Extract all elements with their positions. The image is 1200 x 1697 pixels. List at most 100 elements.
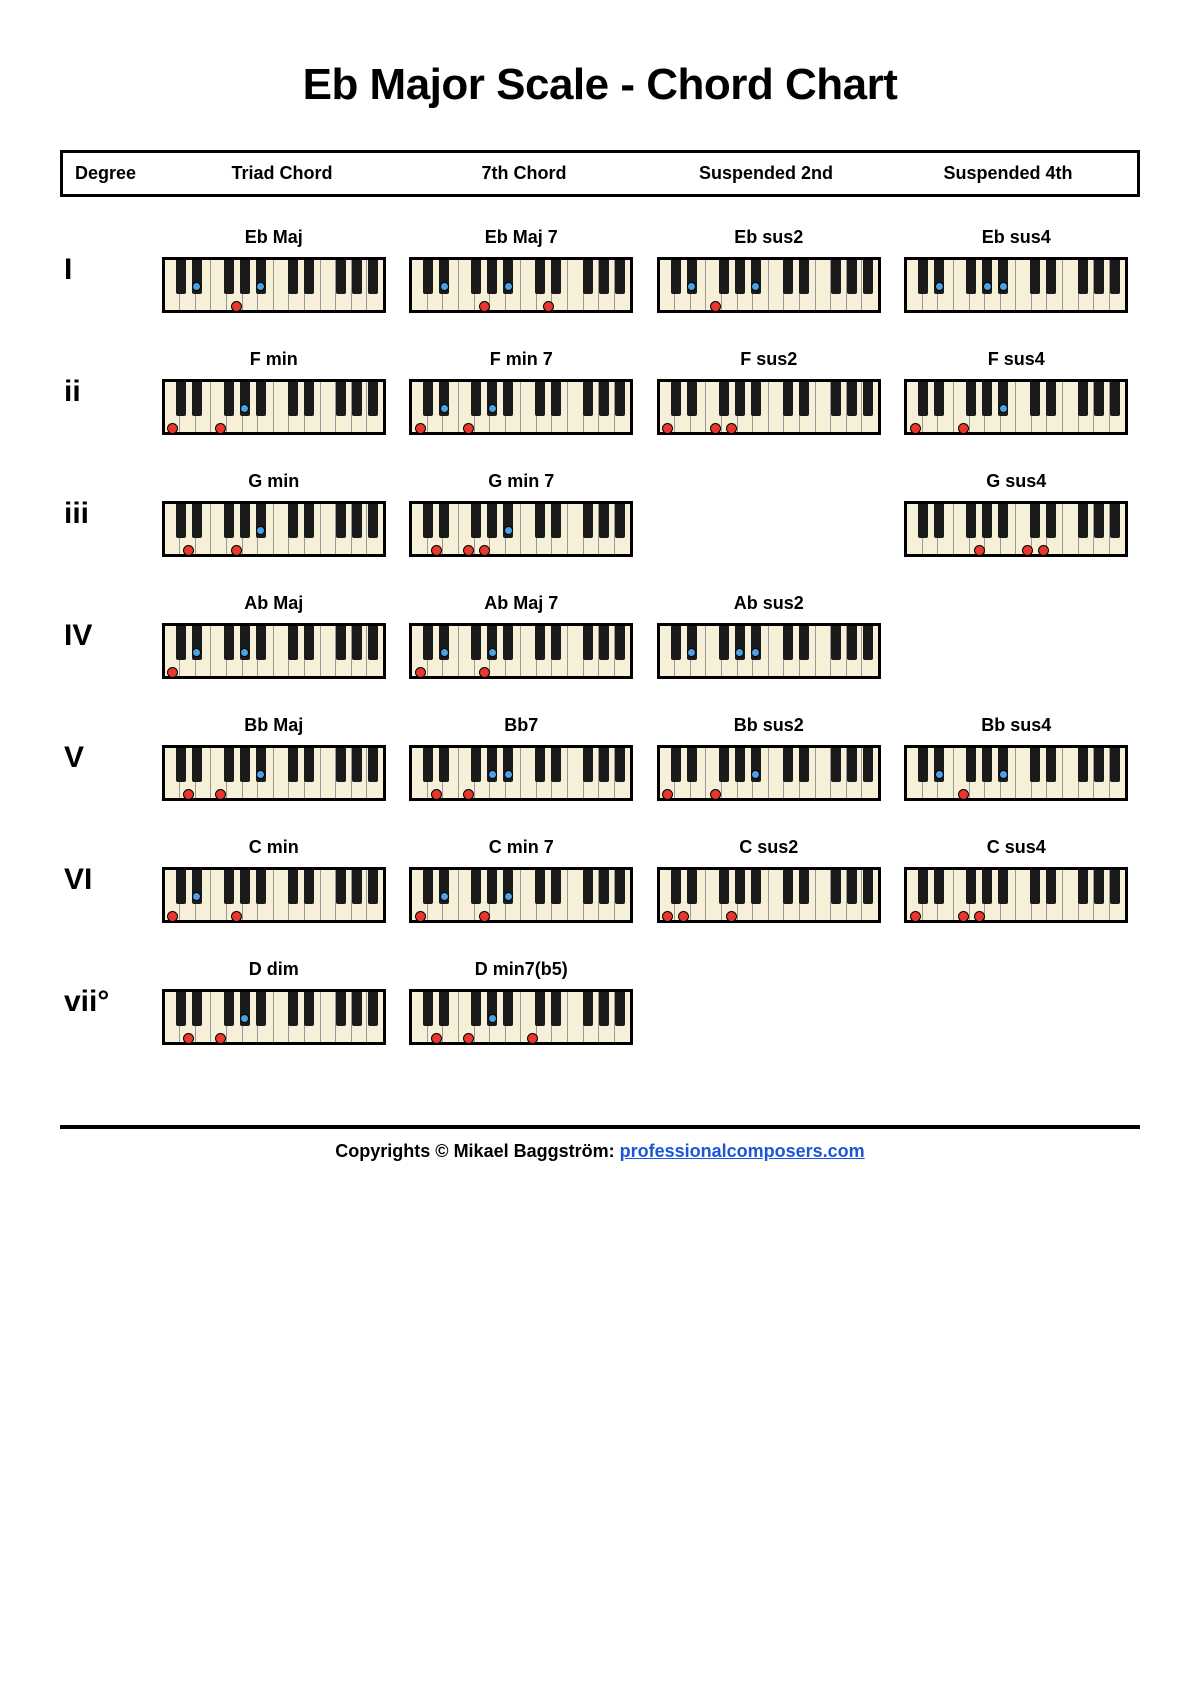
note-dot: [440, 648, 449, 657]
note-dot: [183, 1033, 194, 1044]
keyboard: [162, 257, 386, 313]
keyboard: [409, 745, 633, 801]
note-dot: [167, 667, 178, 678]
note-dot: [999, 770, 1008, 779]
note-dot: [1022, 545, 1033, 556]
keyboard: [904, 867, 1128, 923]
rows-container: IEb MajEb Maj 7Eb sus2Eb sus4iiF minF mi…: [60, 227, 1140, 1045]
chord-label: D min7(b5): [475, 959, 568, 981]
col-triad: Triad Chord: [161, 163, 403, 184]
note-dot: [726, 423, 737, 434]
chord-label: Ab Maj 7: [484, 593, 558, 615]
note-dot: [935, 282, 944, 291]
chord-label: F sus2: [740, 349, 797, 371]
footer-prefix: Copyrights © Mikael Baggström:: [335, 1141, 619, 1161]
note-dot: [958, 911, 969, 922]
chord-cell: G sus4: [893, 471, 1141, 557]
chord-label: C min: [249, 837, 299, 859]
chord-row: iiF minF min 7F sus2F sus4: [60, 349, 1140, 435]
chord-label: Ab Maj: [244, 593, 303, 615]
chord-label: G min: [248, 471, 299, 493]
note-dot: [431, 1033, 442, 1044]
note-dot: [527, 1033, 538, 1044]
note-dot: [958, 423, 969, 434]
chord-label: Bb sus4: [981, 715, 1051, 737]
chord-cell: Bb sus2: [645, 715, 893, 801]
keyboard: [904, 745, 1128, 801]
footer-link[interactable]: professionalcomposers.com: [620, 1141, 865, 1161]
keyboard: [162, 379, 386, 435]
keyboard: [162, 989, 386, 1045]
note-dot: [504, 770, 513, 779]
note-dot: [215, 423, 226, 434]
chord-cell: Ab Maj: [150, 593, 398, 679]
note-dot: [463, 1033, 474, 1044]
note-dot: [415, 423, 426, 434]
note-dot: [440, 404, 449, 413]
note-dot: [504, 282, 513, 291]
chord-row: VBb MajBb7Bb sus2Bb sus4: [60, 715, 1140, 801]
chord-cell: C min 7: [398, 837, 646, 923]
note-dot: [543, 301, 554, 312]
note-dot: [167, 423, 178, 434]
note-dot: [463, 423, 474, 434]
degree-label: iii: [60, 497, 150, 531]
chord-label: C min 7: [489, 837, 554, 859]
chord-cell: Bb Maj: [150, 715, 398, 801]
note-dot: [974, 911, 985, 922]
chord-cell: C sus2: [645, 837, 893, 923]
note-dot: [910, 423, 921, 434]
note-dot: [488, 1014, 497, 1023]
degree-label: vii°: [60, 985, 150, 1019]
note-dot: [479, 667, 490, 678]
chord-cell: Bb7: [398, 715, 646, 801]
chord-label: Eb Maj: [245, 227, 303, 249]
degree-label: I: [60, 253, 150, 287]
note-dot: [231, 301, 242, 312]
col-sus2: Suspended 2nd: [645, 163, 887, 184]
chord-label: Eb Maj 7: [485, 227, 558, 249]
keyboard: [409, 867, 633, 923]
chord-label: G min 7: [488, 471, 554, 493]
chord-label: F sus4: [988, 349, 1045, 371]
chord-row: iii G min G min 7 G sus4: [60, 471, 1140, 557]
chord-row: IEb MajEb Maj 7Eb sus2Eb sus4: [60, 227, 1140, 313]
note-dot: [183, 545, 194, 556]
note-dot: [999, 282, 1008, 291]
note-dot: [678, 911, 689, 922]
chord-label: C sus4: [987, 837, 1046, 859]
note-dot: [488, 770, 497, 779]
keyboard: [657, 745, 881, 801]
chord-label: F min: [250, 349, 298, 371]
chord-cell: Ab Maj 7: [398, 593, 646, 679]
note-dot: [710, 301, 721, 312]
chord-row: IV Ab Maj Ab Maj 7 Ab sus2: [60, 593, 1140, 679]
note-dot: [488, 404, 497, 413]
note-dot: [479, 545, 490, 556]
note-dot: [504, 892, 513, 901]
note-dot: [710, 423, 721, 434]
chord-cell: C sus4: [893, 837, 1141, 923]
note-dot: [183, 789, 194, 800]
keyboard: [904, 379, 1128, 435]
note-dot: [999, 404, 1008, 413]
keyboard: [162, 623, 386, 679]
note-dot: [431, 545, 442, 556]
chord-label: C sus2: [739, 837, 798, 859]
chord-label: Bb Maj: [244, 715, 303, 737]
degree-label: IV: [60, 619, 150, 653]
chord-cell: G min 7: [398, 471, 646, 557]
column-header-row: Degree Triad Chord 7th Chord Suspended 2…: [60, 150, 1140, 197]
chord-label: Bb sus2: [734, 715, 804, 737]
chord-cell: F min 7: [398, 349, 646, 435]
chord-cell: F sus4: [893, 349, 1141, 435]
chord-row: VIC minC min 7C sus2C sus4: [60, 837, 1140, 923]
keyboard: [904, 501, 1128, 557]
note-dot: [479, 301, 490, 312]
chord-label: Ab sus2: [734, 593, 804, 615]
keyboard: [409, 501, 633, 557]
note-dot: [215, 1033, 226, 1044]
note-dot: [958, 789, 969, 800]
chord-label: F min 7: [490, 349, 553, 371]
chord-cell: Eb Maj: [150, 227, 398, 313]
